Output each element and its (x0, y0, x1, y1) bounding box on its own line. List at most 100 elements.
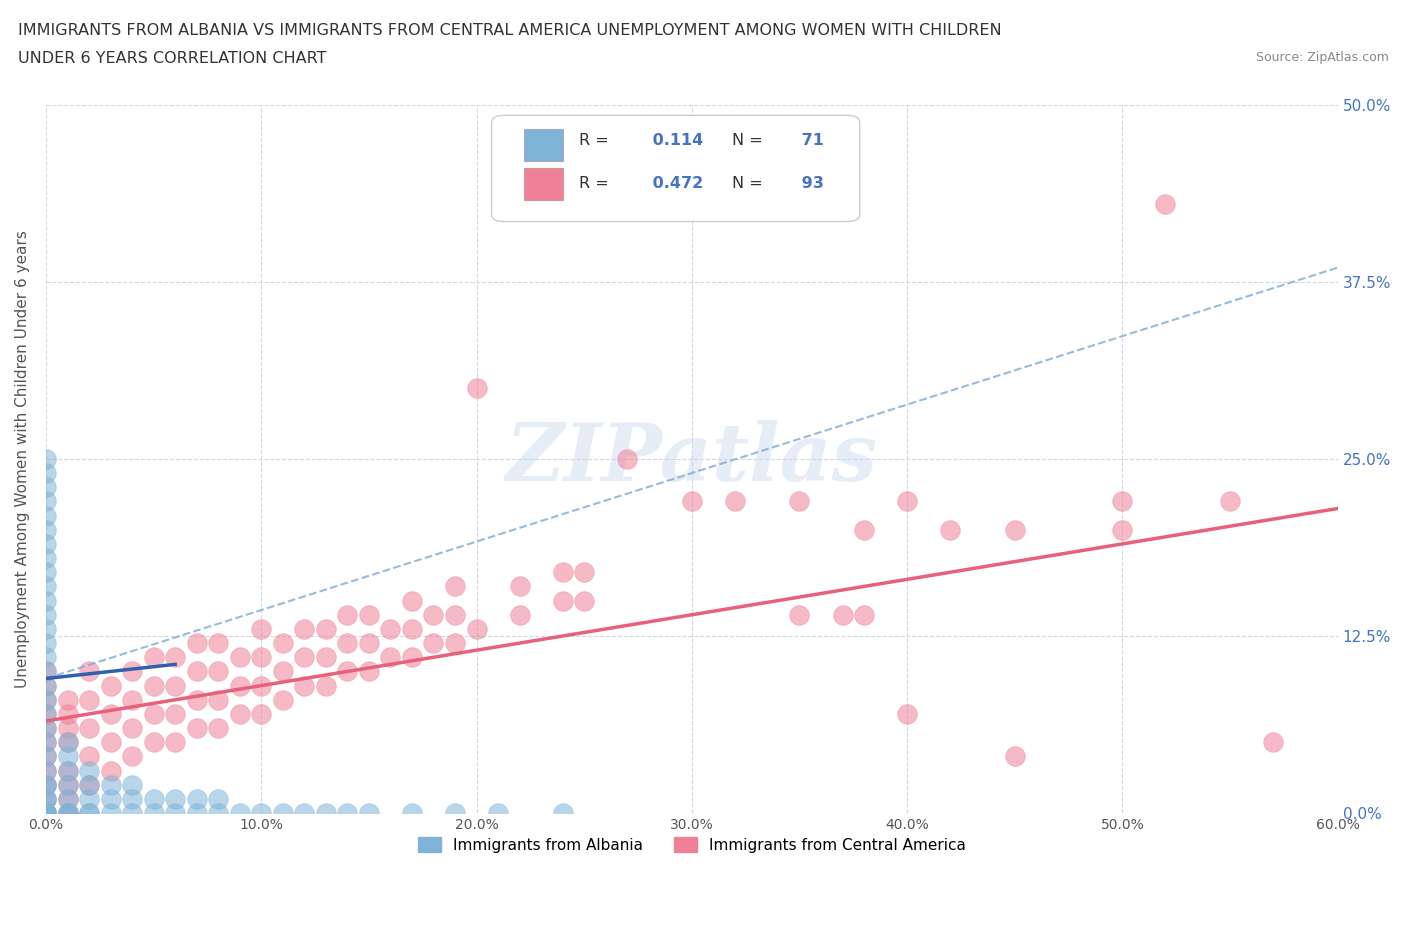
Point (100, 678, 122, 693)
Point (380, 621, 402, 636)
Point (422, 636, 444, 651)
Point (35, 707, 58, 722)
Point (165, 805, 187, 820)
Text: R =: R = (579, 176, 609, 191)
Point (207, 805, 229, 820)
Text: 0.114: 0.114 (647, 133, 703, 148)
Point (35, 593, 58, 608)
Text: N =: N = (733, 133, 762, 148)
Point (56, 805, 79, 820)
Point (142, 678, 165, 693)
Point (35, 523, 58, 538)
FancyBboxPatch shape (492, 115, 859, 221)
Point (165, 791, 187, 806)
Point (35, 777, 58, 792)
Point (315, 805, 337, 820)
Point (401, 650, 423, 665)
Point (35, 735, 58, 750)
Point (142, 735, 165, 750)
Point (444, 579, 467, 594)
Point (35, 791, 58, 806)
Point (100, 735, 122, 750)
Point (896, 494, 918, 509)
Point (380, 650, 402, 665)
Point (1261, 735, 1284, 750)
Point (35, 466, 58, 481)
Point (315, 650, 337, 665)
Point (896, 707, 918, 722)
Point (56, 805, 79, 820)
Point (35, 692, 58, 707)
Point (572, 593, 595, 608)
Text: 71: 71 (796, 133, 824, 148)
Point (77, 777, 100, 792)
Text: R =: R = (579, 133, 609, 148)
Point (121, 692, 143, 707)
Point (56, 791, 79, 806)
Point (121, 664, 143, 679)
Point (56, 735, 79, 750)
Point (165, 650, 187, 665)
Point (422, 607, 444, 622)
Point (207, 664, 229, 679)
Point (186, 805, 208, 820)
Point (336, 607, 359, 622)
Point (292, 621, 315, 636)
Point (292, 650, 315, 665)
Point (35, 721, 58, 736)
Point (186, 791, 208, 806)
Point (165, 678, 187, 693)
Point (35, 707, 58, 722)
Point (35, 764, 58, 778)
Point (142, 707, 165, 722)
Bar (524, 168, 562, 200)
Point (35, 692, 58, 707)
Point (35, 777, 58, 792)
Point (1004, 523, 1026, 538)
Point (831, 607, 853, 622)
Point (77, 692, 100, 707)
Point (35, 805, 58, 820)
Point (142, 805, 165, 820)
Point (77, 664, 100, 679)
Point (35, 607, 58, 622)
Point (1219, 494, 1241, 509)
Point (56, 764, 79, 778)
Point (165, 707, 187, 722)
Point (100, 805, 122, 820)
Point (271, 636, 294, 651)
Point (401, 593, 423, 608)
Point (35, 494, 58, 509)
Point (35, 805, 58, 820)
Point (56, 805, 79, 820)
Point (401, 805, 423, 820)
Point (292, 805, 315, 820)
Point (853, 607, 876, 622)
Point (357, 664, 380, 679)
Point (35, 805, 58, 820)
Point (100, 707, 122, 722)
Point (56, 749, 79, 764)
Point (35, 508, 58, 523)
Point (444, 805, 467, 820)
Point (35, 805, 58, 820)
Point (56, 777, 79, 792)
Point (250, 650, 273, 665)
Point (165, 735, 187, 750)
Point (100, 777, 122, 792)
Point (551, 805, 574, 820)
Point (1004, 749, 1026, 764)
Point (121, 791, 143, 806)
Point (616, 451, 638, 466)
Point (465, 380, 488, 395)
Point (77, 749, 100, 764)
Point (465, 621, 488, 636)
Point (56, 721, 79, 736)
Point (121, 805, 143, 820)
Point (1111, 494, 1133, 509)
Point (315, 678, 337, 693)
Point (1154, 196, 1177, 211)
Point (56, 707, 79, 722)
Point (271, 805, 294, 820)
Point (292, 678, 315, 693)
